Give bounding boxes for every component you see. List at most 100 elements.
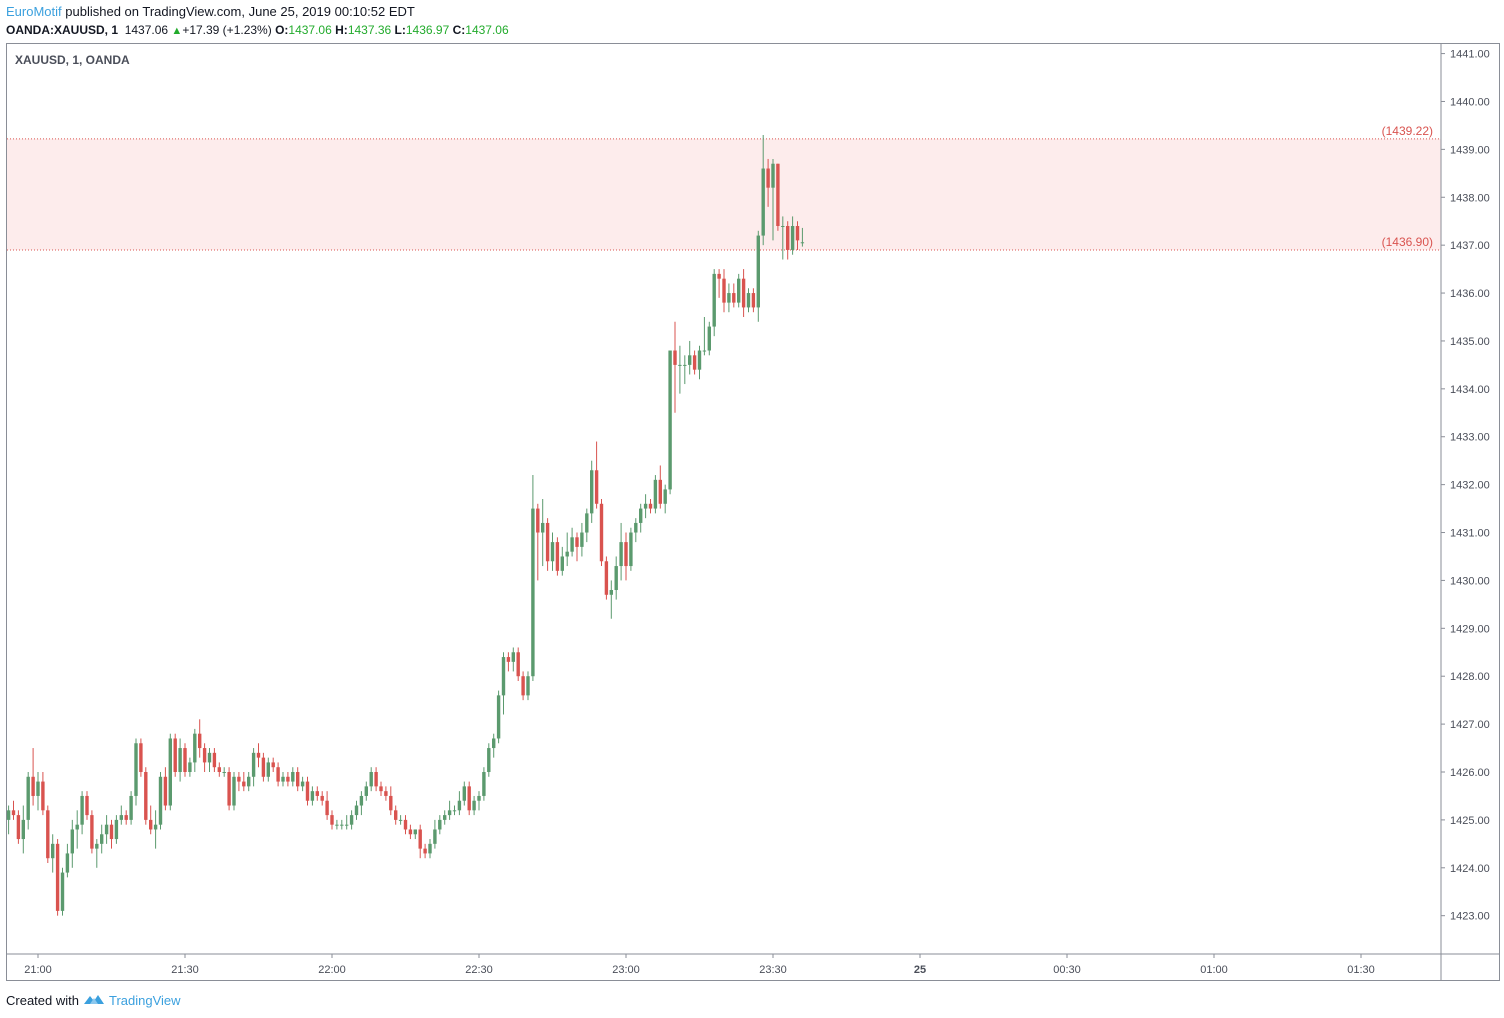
candle — [340, 819, 344, 830]
candle-body — [384, 791, 388, 796]
candle-body — [717, 273, 721, 279]
candle — [761, 135, 765, 246]
chart-symbol-legend: XAUUSD, 1, OANDA — [15, 53, 130, 67]
candle-body — [457, 800, 462, 811]
y-tick-label: 1435.00 — [1450, 336, 1490, 348]
candle — [565, 532, 569, 567]
candle-body — [756, 235, 760, 308]
candle-body — [619, 542, 623, 567]
candle — [364, 781, 368, 801]
candle — [227, 767, 231, 811]
candle-body — [433, 829, 437, 844]
candle-body — [276, 767, 280, 782]
price-axis[interactable]: 1423.00 1424.00 1425.00 1426.00 1427.00 1428.… — [1440, 44, 1490, 980]
candle-body — [90, 815, 94, 849]
candle-body — [114, 819, 119, 840]
candle — [222, 767, 226, 777]
candle-body — [511, 652, 515, 662]
candle-body — [555, 542, 560, 571]
candle-body — [153, 824, 158, 830]
candle — [271, 757, 275, 772]
candle-body — [109, 824, 114, 840]
y-tick-label: 1437.00 — [1450, 240, 1490, 252]
candle — [202, 743, 207, 772]
candle — [31, 748, 35, 806]
candle — [599, 499, 604, 567]
candle — [100, 824, 104, 854]
candles — [6, 135, 805, 916]
time-axis[interactable]: 21:00 21:30 22:00 22:30 23:00 23:30 25 00:30 01:… — [7, 953, 1499, 976]
candle — [643, 494, 648, 519]
close-value: 1437.06 — [465, 23, 509, 37]
candle — [746, 288, 751, 313]
candle-body — [80, 795, 84, 825]
candle — [325, 791, 329, 820]
candle — [717, 269, 721, 298]
candle-body — [741, 278, 746, 308]
price-change: +17.39 (+1.23%) — [182, 23, 272, 37]
candle — [590, 460, 594, 523]
candle — [555, 537, 560, 576]
candle-body — [423, 848, 427, 854]
candle-body — [413, 829, 417, 835]
y-tick-label: 1430.00 — [1450, 575, 1490, 587]
candle — [173, 733, 177, 777]
author-link[interactable]: EuroMotif — [6, 4, 62, 19]
candle — [266, 757, 270, 782]
candle — [418, 824, 422, 859]
candle — [379, 781, 383, 796]
candle-body — [330, 815, 334, 825]
last-price: 1437.06 — [124, 23, 169, 37]
candle-body — [781, 226, 785, 227]
candle — [188, 757, 192, 777]
candle — [795, 221, 800, 250]
ohlc-bar: OANDA:XAUUSD, 1 1437.06 ▲+17.39 (+1.23%)… — [6, 22, 509, 39]
candle-body — [590, 470, 594, 514]
candle — [193, 728, 197, 772]
candle-body — [320, 795, 324, 801]
candle — [697, 345, 702, 380]
candle-body — [296, 772, 300, 787]
candle — [536, 503, 540, 581]
candle — [286, 772, 290, 787]
candle-body — [374, 772, 378, 787]
candle — [751, 288, 756, 313]
candle-body — [560, 556, 564, 571]
candle — [575, 532, 579, 562]
candle-body — [188, 762, 192, 772]
candle-body — [227, 772, 231, 806]
candle-body — [541, 522, 545, 533]
candle-body — [639, 508, 643, 523]
candle — [702, 317, 707, 356]
candle — [550, 532, 555, 571]
candle — [144, 767, 148, 825]
zone-fill — [7, 138, 1441, 250]
candle-body — [467, 786, 471, 811]
tradingview-brand[interactable]: TradingView — [108, 993, 181, 1008]
candle-body — [668, 350, 672, 490]
high-label: H: — [335, 23, 348, 37]
candle-body — [70, 829, 74, 854]
candle — [516, 647, 520, 681]
candle — [95, 839, 99, 868]
candle — [634, 518, 638, 543]
candle-body — [428, 843, 432, 854]
candle — [462, 781, 466, 806]
candle-body — [359, 795, 364, 806]
candle-body — [104, 824, 109, 835]
candle-body — [60, 872, 65, 911]
chart-frame[interactable] — [6, 43, 1500, 981]
x-tick-label: 22:30 — [465, 964, 493, 976]
candle — [467, 781, 471, 816]
candle-body — [707, 326, 711, 351]
candle-body — [198, 733, 202, 749]
candle-body — [202, 748, 207, 763]
candle-body — [222, 772, 226, 773]
candle-body — [193, 733, 197, 763]
candle-body — [536, 508, 540, 533]
candle-body — [496, 695, 501, 739]
candle-body — [379, 786, 383, 792]
candle — [168, 733, 172, 811]
candle — [766, 158, 770, 207]
